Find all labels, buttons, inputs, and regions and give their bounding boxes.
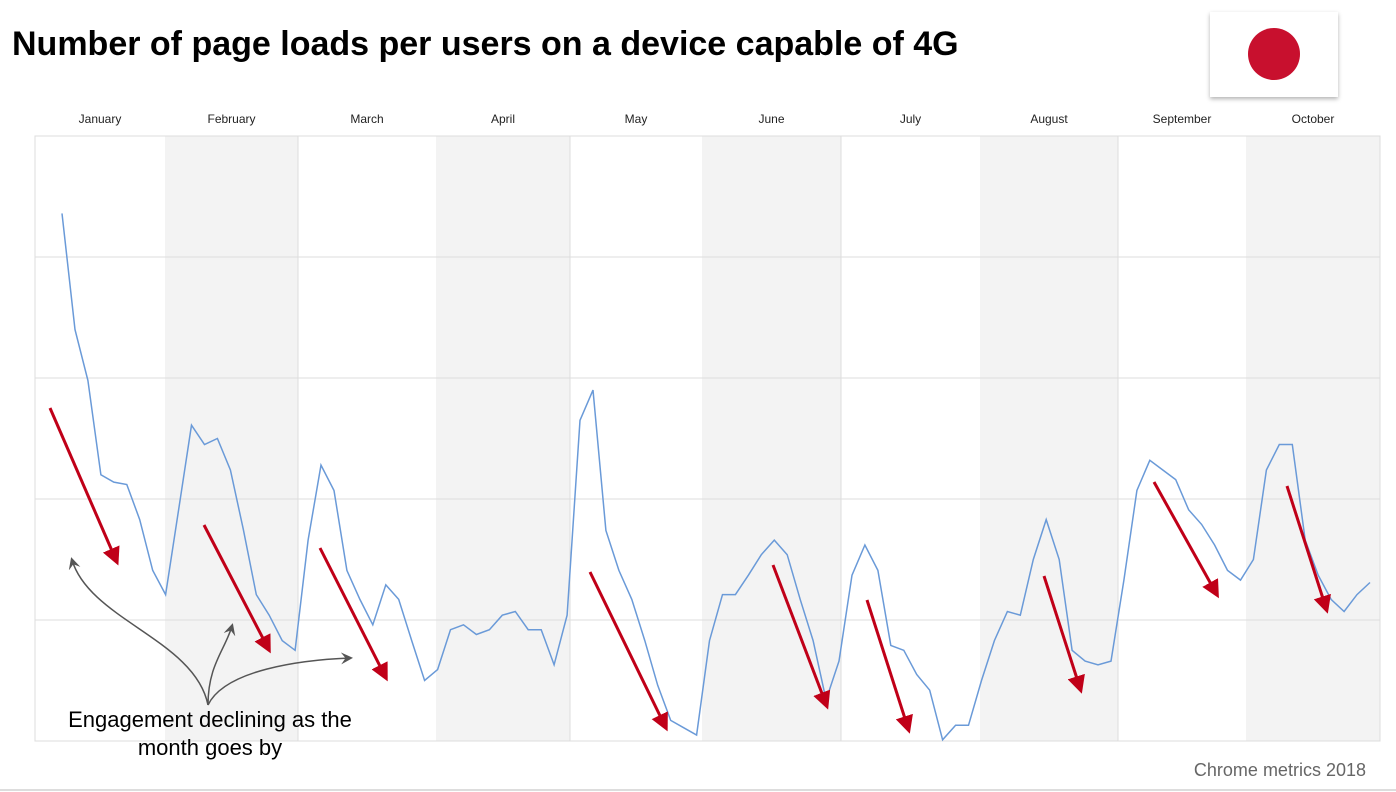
- annotations: [48, 407, 1331, 734]
- chart-title: Number of page loads per users on a devi…: [12, 25, 959, 63]
- month-band: [1246, 136, 1380, 741]
- x-tick-label: April: [491, 112, 515, 126]
- x-tick-label: August: [1030, 112, 1068, 126]
- source: Chrome metrics 2018: [1194, 760, 1366, 780]
- x-tick-label: May: [625, 112, 648, 126]
- month-band: [702, 136, 841, 741]
- month-band: [841, 136, 980, 741]
- annotation-box: Engagement declining as the month goes b…: [68, 707, 352, 760]
- x-tick-label: July: [900, 112, 921, 126]
- month-band: [436, 136, 570, 741]
- x-tick-label: September: [1153, 112, 1212, 126]
- flag: [1210, 12, 1338, 97]
- x-tick-label: March: [350, 112, 383, 126]
- month-band: [570, 136, 702, 741]
- x-tick-label: October: [1292, 112, 1335, 126]
- month-band: [980, 136, 1118, 741]
- x-tick-label: June: [758, 112, 784, 126]
- month-band: [1118, 136, 1246, 741]
- annotation: Engagement declining as the month goes b…: [68, 707, 352, 760]
- x-tick-label: February: [207, 112, 255, 126]
- x-tick-label: January: [79, 112, 122, 126]
- data-line: [61, 213, 1371, 742]
- month-band: [35, 136, 165, 741]
- month-band: [165, 136, 298, 741]
